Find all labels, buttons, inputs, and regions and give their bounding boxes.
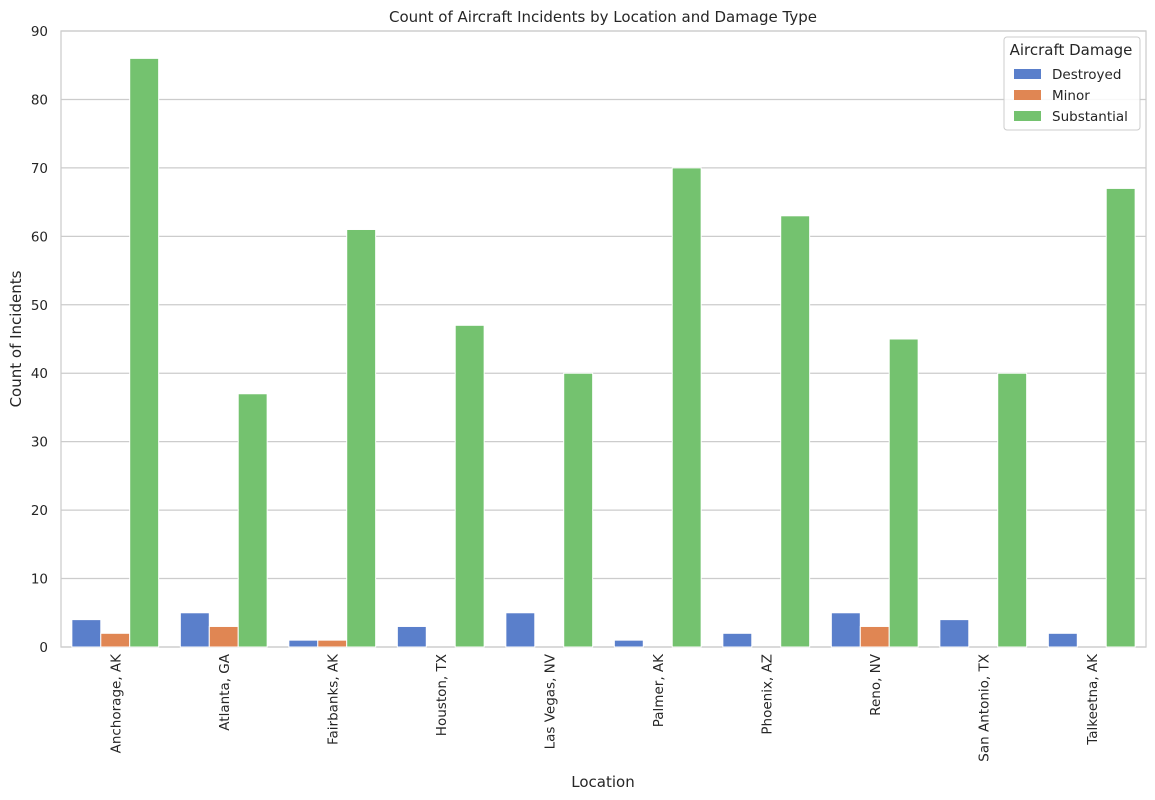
legend-frame bbox=[1003, 36, 1141, 131]
bar-substantial bbox=[129, 57, 160, 648]
legend-label: Minor bbox=[1052, 88, 1090, 104]
x-tick-label: Houston, TX bbox=[434, 654, 450, 736]
x-tick-label: Fairbanks, AK bbox=[325, 653, 341, 745]
y-tick-label: 50 bbox=[31, 298, 48, 314]
y-tick-label: 80 bbox=[31, 92, 48, 108]
legend-label: Destroyed bbox=[1052, 67, 1121, 83]
x-tick-label: Anchorage, AK bbox=[108, 653, 124, 754]
y-tick-label: 70 bbox=[31, 161, 48, 177]
chart-title: Count of Aircraft Incidents by Location … bbox=[389, 8, 817, 26]
bar-destroyed bbox=[505, 612, 536, 648]
x-tick-label: Reno, NV bbox=[868, 653, 884, 716]
bar-substantial bbox=[1105, 187, 1136, 648]
x-tick-label: Talkeetna, AK bbox=[1085, 653, 1101, 746]
y-tick-label: 40 bbox=[31, 366, 48, 382]
y-tick-label: 0 bbox=[39, 640, 48, 656]
bar-substantial bbox=[563, 372, 594, 648]
bar-destroyed bbox=[722, 632, 753, 648]
bar-destroyed bbox=[939, 619, 970, 648]
bar-minor bbox=[859, 625, 890, 648]
bar-destroyed bbox=[288, 639, 319, 648]
y-tick-label: 30 bbox=[31, 435, 48, 451]
bar-destroyed bbox=[71, 619, 102, 648]
y-tick-label: 10 bbox=[31, 572, 48, 588]
bar-destroyed bbox=[830, 612, 861, 648]
bar-substantial bbox=[671, 167, 702, 648]
bar-destroyed bbox=[396, 625, 427, 648]
legend-swatch bbox=[1014, 90, 1041, 100]
gridlines bbox=[61, 30, 1146, 648]
legend-swatch bbox=[1014, 69, 1041, 79]
bar-destroyed bbox=[179, 612, 210, 648]
bar-minor bbox=[317, 639, 348, 648]
y-tick-label: 90 bbox=[31, 24, 48, 40]
x-tick-label: San Antonio, TX bbox=[976, 654, 992, 762]
x-tick-label: Las Vegas, NV bbox=[542, 653, 558, 749]
plot-area-frame bbox=[60, 30, 1147, 648]
bar-minor bbox=[208, 625, 239, 648]
x-tick-label: Atlanta, GA bbox=[217, 653, 233, 730]
legend-label: Substantial bbox=[1052, 109, 1128, 125]
bar-destroyed bbox=[1047, 632, 1078, 648]
y-axis-title: Count of Incidents bbox=[7, 270, 25, 407]
x-axis-ticks: Anchorage, AK Atlanta, GA Fairbanks, AK Hou… bbox=[108, 653, 1101, 762]
bar-destroyed bbox=[613, 639, 644, 648]
bar-substantial bbox=[454, 324, 485, 648]
bar-substantial bbox=[888, 338, 919, 648]
legend: Aircraft Damage Destroyed Minor Substantia… bbox=[1003, 36, 1141, 131]
bars bbox=[71, 57, 1136, 648]
legend-swatch bbox=[1014, 111, 1041, 121]
legend-title: Aircraft Damage bbox=[1010, 41, 1133, 59]
bar-substantial bbox=[237, 393, 268, 648]
bar-substantial bbox=[997, 372, 1028, 648]
bar-substantial bbox=[346, 228, 377, 648]
x-tick-label: Palmer, AK bbox=[651, 653, 667, 727]
legend-items: Destroyed Minor Substantial bbox=[1014, 67, 1128, 125]
y-tick-label: 60 bbox=[31, 229, 48, 245]
bar-minor bbox=[100, 632, 131, 648]
y-tick-label: 20 bbox=[31, 503, 48, 519]
x-tick-label: Phoenix, AZ bbox=[759, 654, 775, 735]
x-axis-title: Location bbox=[571, 773, 634, 791]
bar-substantial bbox=[780, 215, 811, 648]
y-axis-ticks: 0 10 20 30 40 50 60 70 80 90 bbox=[31, 24, 48, 656]
